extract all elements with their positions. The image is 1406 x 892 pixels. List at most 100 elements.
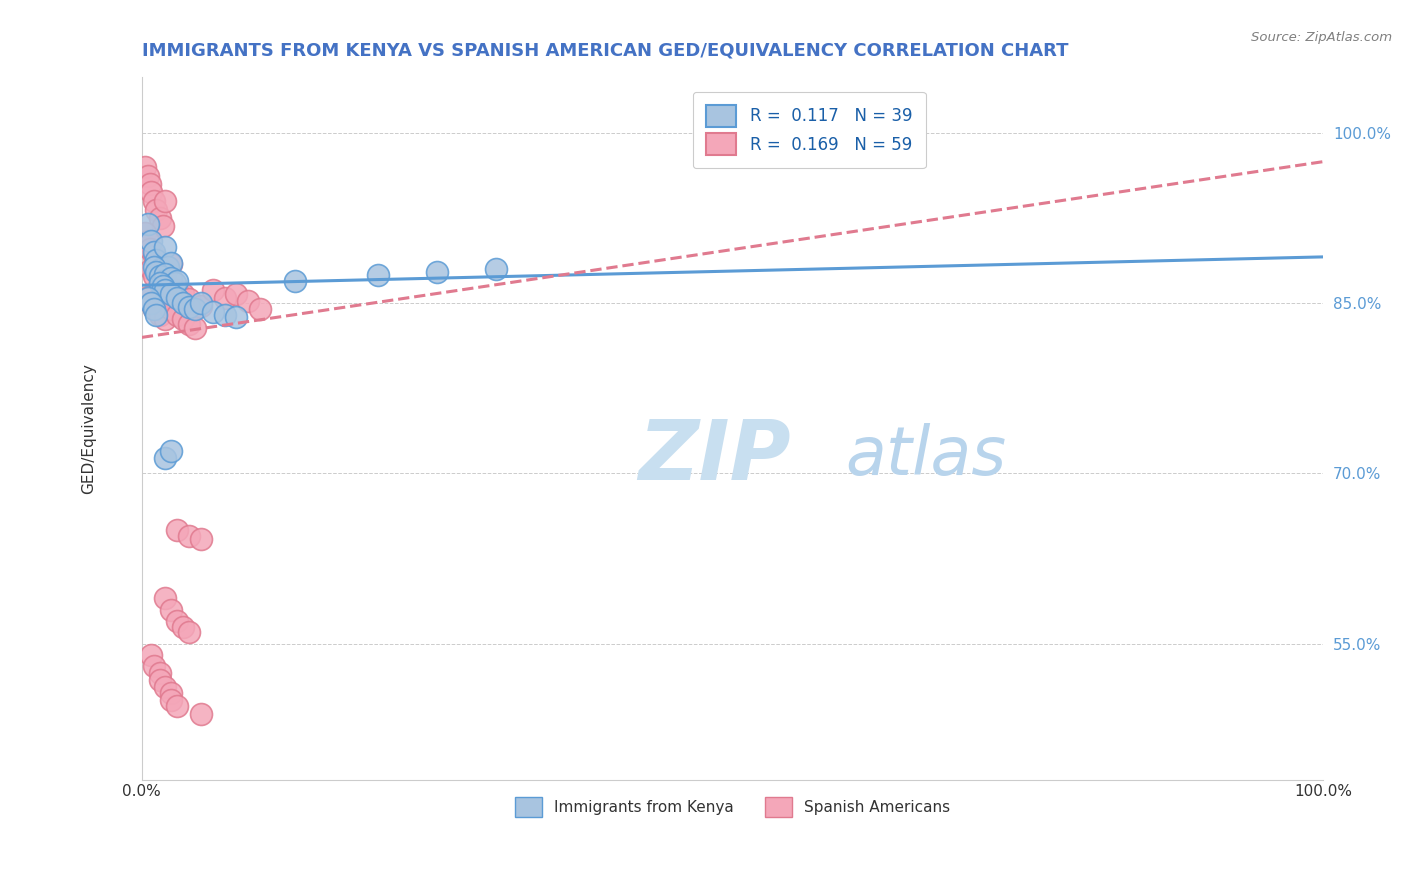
Text: Source: ZipAtlas.com: Source: ZipAtlas.com [1251,31,1392,45]
Point [148,308,170,322]
Point [148,276,170,290]
Point [139,242,162,256]
Point [155,283,177,297]
Point [148,262,170,277]
Point [145,308,167,322]
Point [201,305,224,319]
Point [142,194,165,209]
Point [152,271,174,285]
Point [136,289,159,303]
Point [142,245,165,260]
Point [141,262,163,277]
Point [145,257,167,271]
Point [225,310,247,324]
Point [142,301,165,316]
Point [139,178,162,192]
Point [166,291,188,305]
Point [148,666,170,681]
Point [426,265,449,279]
Point [225,287,247,301]
Legend: Immigrants from Kenya, Spanish Americans: Immigrants from Kenya, Spanish Americans [508,789,957,825]
Point [172,287,194,301]
Text: atlas: atlas [845,423,1005,489]
Point [136,234,159,248]
Point [148,265,170,279]
Point [249,301,271,316]
Point [148,673,170,687]
Point [155,267,177,281]
Point [166,274,188,288]
Point [141,296,163,310]
Point [155,240,177,254]
Point [142,269,165,284]
Point [184,301,207,316]
Point [155,591,177,606]
Point [142,249,165,263]
Point [152,268,174,282]
Point [177,529,200,543]
Point [145,253,167,268]
Point [172,296,194,310]
Point [160,257,183,271]
Point [177,292,200,306]
Point [177,300,200,314]
Point [177,625,200,640]
Point [136,169,159,184]
Point [238,294,260,309]
Text: GED/Equivalency: GED/Equivalency [82,363,96,493]
Point [152,219,174,234]
Point [155,265,177,279]
Point [141,234,163,248]
Point [141,296,163,310]
Point [190,706,212,721]
Point [160,287,183,301]
Point [148,269,170,284]
Point [214,291,236,305]
Point [160,271,183,285]
Point [148,211,170,226]
Point [160,443,183,458]
Point [166,614,188,628]
Point [190,533,212,547]
Point [155,680,177,694]
Point [145,203,167,218]
Point [142,301,165,316]
Point [152,279,174,293]
Point [177,317,200,331]
Point [160,255,183,269]
Point [160,686,183,700]
Point [166,283,188,297]
Point [160,602,183,616]
Point [284,274,307,288]
Point [134,161,156,175]
Point [190,296,212,310]
Point [201,283,224,297]
Point [142,659,165,673]
Point [141,648,163,662]
Point [148,276,170,290]
Point [172,619,194,633]
Point [152,274,174,288]
Point [160,301,183,316]
Text: IMMIGRANTS FROM KENYA VS SPANISH AMERICAN GED/EQUIVALENCY CORRELATION CHART: IMMIGRANTS FROM KENYA VS SPANISH AMERICA… [142,42,1069,60]
Point [155,194,177,209]
Point [155,283,177,297]
Point [172,312,194,326]
Point [136,291,159,305]
Point [155,450,177,465]
Point [166,308,188,322]
Point [141,186,163,200]
Point [156,260,179,274]
Point [166,523,188,537]
Point [190,299,212,313]
Point [184,321,207,335]
Point [163,276,186,290]
Point [160,289,183,303]
Point [485,262,508,277]
Text: ZIP: ZIP [638,416,790,497]
Point [136,217,159,231]
Point [142,260,165,274]
Point [367,268,389,282]
Point [134,226,156,240]
Point [160,693,183,707]
